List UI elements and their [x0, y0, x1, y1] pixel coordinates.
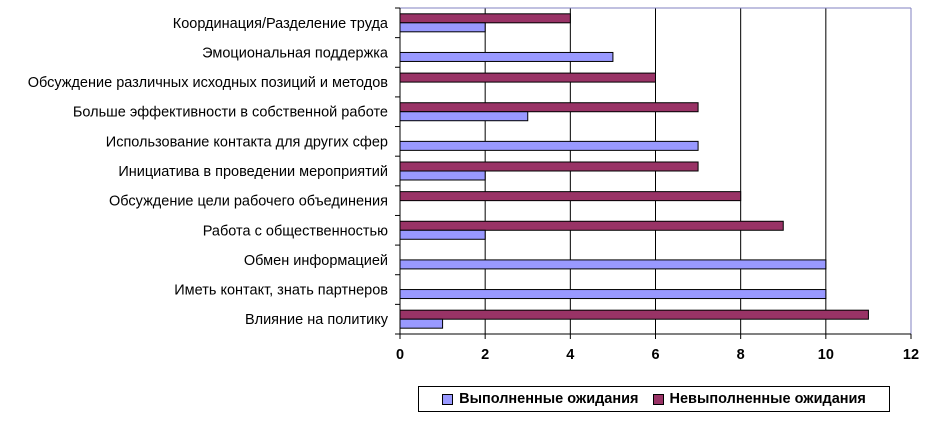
- bars: [399, 13, 869, 329]
- legend-item-uncompleted: Невыполненные ожидания: [652, 391, 866, 407]
- category-label-6: Обсуждение цели рабочего объединения: [109, 194, 388, 210]
- bar-completed-1: [399, 51, 614, 62]
- category-label-7: Работа с общественностью: [203, 223, 388, 239]
- bar-uncompleted-5: [399, 161, 699, 172]
- bar-uncompleted-7: [399, 220, 784, 231]
- category-label-8: Обмен информацией: [244, 253, 388, 269]
- category-label-9: Иметь контакт, знать партнеров: [174, 283, 388, 299]
- legend-item-completed: Выполненные ожидания: [442, 391, 639, 407]
- category-label-1: Эмоциональная поддержка: [202, 45, 389, 61]
- bar-uncompleted-0: [399, 13, 571, 24]
- x-tick-label-12: 12: [903, 347, 919, 363]
- legend-swatch-completed: [442, 393, 454, 405]
- category-labels: Координация/Разделение труда Эмоциональна…: [28, 16, 389, 328]
- x-tick-label-0: 0: [396, 347, 404, 363]
- category-label-3: Больше эффективности в собственной работ…: [73, 105, 388, 121]
- bar-completed-7: [399, 229, 486, 240]
- bar-completed-3: [399, 111, 529, 122]
- bar-uncompleted-3: [399, 102, 699, 113]
- bar-completed-9: [399, 289, 827, 300]
- legend-swatch-uncompleted: [652, 393, 664, 405]
- category-label-4: Использование контакта для других сфер: [106, 134, 388, 150]
- category-label-5: Инициатива в проведении мероприятий: [118, 164, 388, 180]
- bar-uncompleted-2: [399, 72, 656, 83]
- x-tick-label-8: 8: [737, 347, 745, 363]
- bar-completed-4: [399, 140, 699, 151]
- bar-completed-8: [399, 259, 827, 270]
- category-label-10: Влияние на политику: [245, 312, 389, 328]
- bar-uncompleted-10: [399, 309, 869, 320]
- category-label-0: Координация/Разделение труда: [173, 16, 389, 32]
- x-tick-label-2: 2: [481, 347, 489, 363]
- bar-uncompleted-6: [399, 191, 742, 202]
- x-tick-label-10: 10: [818, 347, 834, 363]
- legend-label-uncompleted: Невыполненные ожидания: [669, 391, 866, 407]
- legend-label-completed: Выполненные ожидания: [459, 391, 639, 407]
- bar-completed-0: [399, 22, 486, 33]
- x-tick-label-6: 6: [651, 347, 659, 363]
- axes: [395, 7, 912, 339]
- tick-labels: 0 2 4 6 8 10 12: [396, 347, 919, 363]
- bar-completed-5: [399, 170, 486, 181]
- x-tick-label-4: 4: [566, 347, 574, 363]
- legend: Выполненные ожидания Невыполненные ожида…: [418, 386, 890, 412]
- bar-completed-10: [399, 318, 444, 329]
- category-label-2: Обсуждение различных исходных позиций и …: [28, 75, 389, 91]
